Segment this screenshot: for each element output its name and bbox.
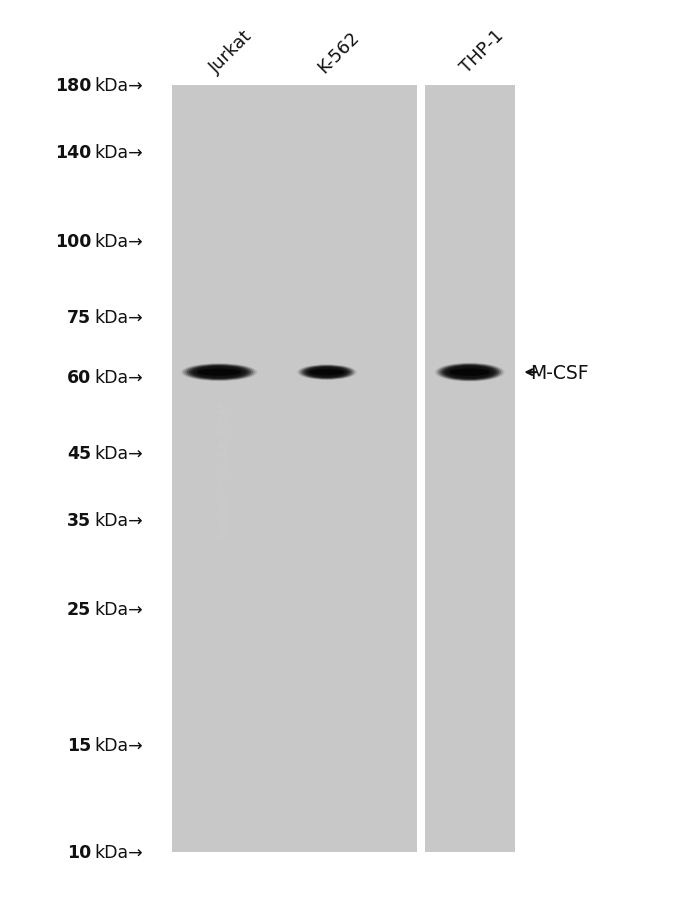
Ellipse shape	[318, 370, 337, 375]
Ellipse shape	[195, 367, 244, 379]
Text: 75: 75	[67, 309, 91, 327]
Ellipse shape	[302, 366, 352, 380]
Text: K-562: K-562	[314, 28, 363, 77]
Text: WWW.PTGLAB.COM: WWW.PTGLAB.COM	[218, 400, 230, 538]
Text: kDa→: kDa→	[94, 233, 143, 251]
Text: kDa→: kDa→	[94, 309, 143, 327]
Ellipse shape	[313, 369, 341, 376]
Text: 100: 100	[55, 233, 91, 251]
Ellipse shape	[324, 372, 330, 373]
Text: kDa→: kDa→	[94, 368, 143, 386]
Ellipse shape	[297, 364, 357, 381]
Text: 180: 180	[55, 77, 91, 95]
Ellipse shape	[312, 369, 343, 377]
Ellipse shape	[435, 364, 505, 382]
Ellipse shape	[201, 369, 237, 377]
Text: THP-1: THP-1	[457, 26, 508, 77]
Ellipse shape	[457, 369, 482, 376]
Ellipse shape	[309, 370, 344, 376]
Ellipse shape	[438, 364, 501, 382]
Ellipse shape	[185, 364, 253, 381]
Ellipse shape	[300, 365, 354, 380]
Text: M-CSF: M-CSF	[531, 364, 589, 382]
Ellipse shape	[303, 366, 351, 379]
Text: kDa→: kDa→	[94, 736, 143, 754]
Ellipse shape	[322, 372, 332, 374]
Ellipse shape	[305, 367, 349, 379]
Ellipse shape	[181, 364, 258, 382]
Ellipse shape	[205, 370, 233, 376]
Text: kDa→: kDa→	[94, 445, 143, 463]
Ellipse shape	[458, 370, 481, 376]
Bar	[425, 86, 514, 852]
Text: kDa→: kDa→	[94, 511, 143, 529]
Ellipse shape	[448, 367, 492, 379]
Ellipse shape	[298, 365, 356, 381]
Ellipse shape	[442, 365, 497, 380]
Ellipse shape	[187, 365, 251, 381]
Text: 140: 140	[55, 143, 91, 161]
Ellipse shape	[437, 364, 503, 382]
Text: Jurkat: Jurkat	[206, 27, 256, 77]
Text: 15: 15	[66, 736, 91, 754]
Text: 25: 25	[66, 601, 91, 619]
Text: 60: 60	[66, 368, 91, 386]
Ellipse shape	[463, 371, 477, 374]
Text: kDa→: kDa→	[94, 601, 143, 619]
Bar	[172, 86, 416, 852]
Ellipse shape	[321, 371, 333, 374]
Ellipse shape	[193, 366, 245, 379]
Ellipse shape	[209, 371, 229, 375]
Ellipse shape	[197, 369, 241, 376]
Text: 10: 10	[66, 843, 91, 861]
Ellipse shape	[453, 368, 486, 377]
Ellipse shape	[213, 372, 225, 374]
Ellipse shape	[464, 372, 475, 374]
Ellipse shape	[316, 370, 338, 375]
Text: kDa→: kDa→	[94, 843, 143, 861]
Ellipse shape	[444, 366, 496, 380]
Ellipse shape	[309, 368, 344, 377]
Text: kDa→: kDa→	[94, 143, 143, 161]
Text: 35: 35	[67, 511, 91, 529]
Ellipse shape	[449, 369, 490, 376]
Ellipse shape	[446, 366, 494, 379]
Ellipse shape	[191, 366, 247, 380]
Ellipse shape	[455, 369, 484, 377]
Ellipse shape	[319, 371, 335, 375]
Ellipse shape	[203, 369, 235, 376]
Ellipse shape	[440, 364, 499, 381]
Ellipse shape	[199, 368, 239, 377]
Ellipse shape	[449, 367, 490, 378]
Ellipse shape	[215, 372, 223, 373]
Ellipse shape	[452, 368, 488, 378]
Ellipse shape	[211, 371, 227, 374]
Ellipse shape	[314, 370, 340, 376]
Ellipse shape	[466, 372, 473, 373]
Ellipse shape	[197, 367, 241, 378]
Text: 45: 45	[67, 445, 91, 463]
Ellipse shape	[207, 370, 231, 375]
Ellipse shape	[183, 364, 256, 382]
Ellipse shape	[189, 365, 249, 380]
Text: kDa→: kDa→	[94, 77, 143, 95]
Ellipse shape	[308, 368, 346, 378]
Ellipse shape	[461, 370, 479, 375]
Ellipse shape	[307, 367, 347, 378]
